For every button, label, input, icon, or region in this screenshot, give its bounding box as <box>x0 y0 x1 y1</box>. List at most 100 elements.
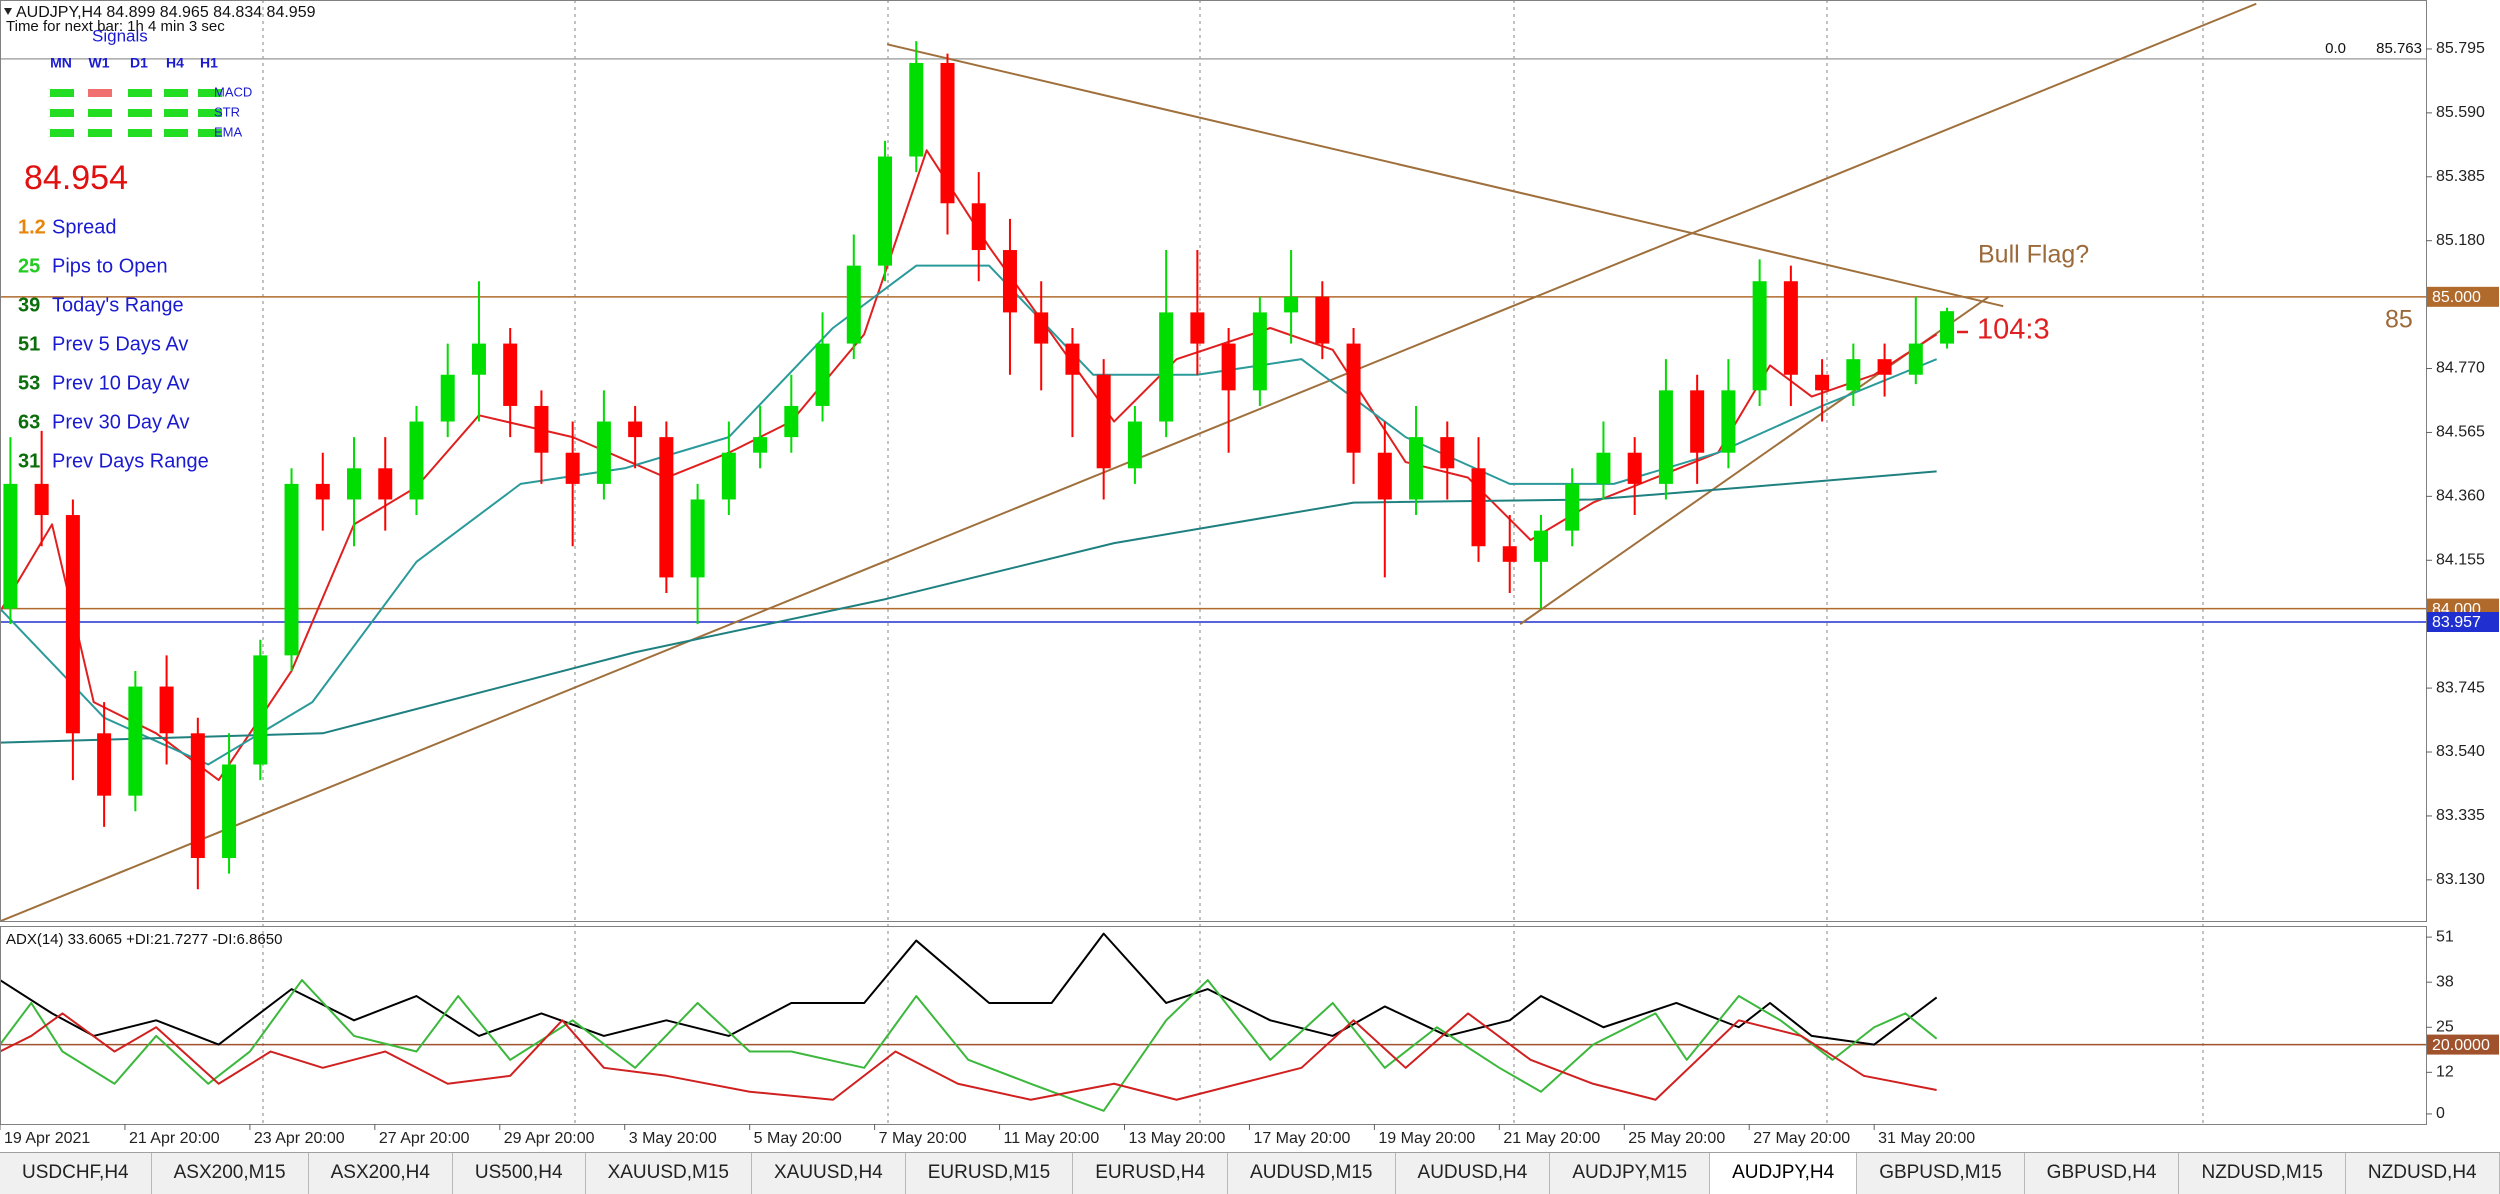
signal-box <box>164 129 188 137</box>
y-tick-label: 85.795 <box>2436 40 2485 57</box>
symbol-tab[interactable]: NZDUSD,M15 <box>2179 1153 2346 1194</box>
signal-column: D1 <box>130 55 148 71</box>
level-label-box <box>2427 286 2499 307</box>
symbol-tab[interactable]: ASX200,H4 <box>309 1153 453 1194</box>
annotation: 104:3 <box>1977 314 2050 346</box>
candle-body <box>1440 437 1455 469</box>
candle-body <box>3 483 18 609</box>
candle-body <box>440 374 455 422</box>
symbol-tab[interactable]: AUDUSD,H4 <box>1396 1153 1551 1194</box>
level-tag: 0.0 <box>2325 40 2346 57</box>
candle-body <box>1065 343 1080 375</box>
candle-body <box>471 343 486 375</box>
menu-arrow <box>4 8 12 15</box>
level-label-box <box>2427 1034 2499 1055</box>
symbol-tab[interactable]: EURUSD,M15 <box>906 1153 1074 1194</box>
chart: 85.795 85.590 85.385 85.180 84.770 84.565 84.3… <box>0 0 2499 1148</box>
stat-label: Prev Days Range <box>52 450 209 472</box>
candle-body <box>1034 312 1049 344</box>
signal-box <box>164 109 188 117</box>
x-tick-label: 27 Apr 20:00 <box>379 1130 470 1147</box>
candle-body <box>1596 452 1611 484</box>
signals-grid: MN W1 D1 H4 H1 MACD STR EMA <box>50 55 252 139</box>
plot-area <box>0 2 2426 921</box>
candle-body <box>1159 312 1174 422</box>
symbol-tab[interactable]: GBPUSD,H4 <box>2025 1153 2180 1194</box>
x-tick-label: 5 May 20:00 <box>754 1130 842 1147</box>
y-tick-label: 38 <box>2436 973 2454 990</box>
x-tick-label: 21 Apr 20:00 <box>129 1130 220 1147</box>
stat-label: Prev 30 Day Av <box>52 411 189 433</box>
candle-body <box>1908 343 1923 375</box>
signal-box <box>128 129 152 137</box>
y-tick-label: 85.385 <box>2436 168 2485 185</box>
stat-value: 51 <box>18 333 40 355</box>
indicator-line <box>0 932 1938 1046</box>
stat-value: 53 <box>18 372 40 394</box>
panel: 85.795 85.590 85.385 85.180 84.770 84.565 84.3… <box>0 0 2499 922</box>
symbol-tab[interactable]: AUDJPY,H4 <box>1710 1153 1858 1194</box>
signal-box <box>50 129 74 137</box>
symbol-tab[interactable]: GBPUSD,M15 <box>1857 1153 2025 1194</box>
candle-body <box>1627 452 1642 484</box>
x-tick-label: 3 May 20:00 <box>629 1130 717 1147</box>
symbol-tab[interactable]: EURUSD,H4 <box>1073 1153 1229 1194</box>
x-tick-label: 27 May 20:00 <box>1753 1130 1850 1147</box>
candle-body <box>1190 312 1205 344</box>
candle-body <box>378 468 393 500</box>
signal-box <box>88 89 112 97</box>
x-tick-label: 7 May 20:00 <box>879 1130 967 1147</box>
candle-body <box>97 733 112 796</box>
candle-body <box>753 437 768 453</box>
candle-body <box>1502 546 1517 562</box>
candle-body <box>1565 483 1580 531</box>
y-tick-label: 85.590 <box>2436 104 2485 121</box>
y-tick-label: 0 <box>2436 1105 2445 1122</box>
y-tick-label: 51 <box>2436 928 2454 945</box>
symbol-tab[interactable]: NZDUSD,H4 <box>2346 1153 2500 1194</box>
candle-body <box>940 62 955 204</box>
y-tick-label: 12 <box>2436 1064 2454 1081</box>
symbol-tab[interactable]: XAUUSD,M15 <box>586 1153 752 1194</box>
signal-box <box>88 109 112 117</box>
candle-body <box>690 499 705 578</box>
candle-body <box>534 405 549 453</box>
candle-body <box>815 343 830 406</box>
signals-title: Signals <box>92 26 148 45</box>
level-label: 20.0000 <box>2432 1037 2490 1054</box>
x-tick-label: 19 May 20:00 <box>1378 1130 1475 1147</box>
candle-body <box>1783 281 1798 375</box>
trend-line <box>886 43 2004 308</box>
annotations: Bull Flag? 104:3 85 <box>1957 241 2413 346</box>
symbol-tab[interactable]: US500,H4 <box>453 1153 586 1194</box>
candle-body <box>253 655 268 765</box>
panel-frame <box>0 0 2427 922</box>
candle-body <box>1096 374 1111 469</box>
stat-value: 31 <box>18 450 40 472</box>
symbol-tab[interactable]: AUDUSD,M15 <box>1228 1153 1396 1194</box>
candle-body <box>1690 390 1705 453</box>
candle-body <box>784 405 799 438</box>
symbol-tab[interactable]: ASX200,M15 <box>152 1153 309 1194</box>
symbol-tab[interactable]: AUDJPY,M15 <box>1550 1153 1711 1194</box>
y-tick-label: 84.155 <box>2436 551 2485 568</box>
candle-body <box>1252 312 1267 391</box>
candle-body <box>1221 343 1236 391</box>
symbol-tab[interactable]: XAUUSD,H4 <box>752 1153 906 1194</box>
candle-body <box>1846 359 1861 391</box>
signal-row-label: EMA <box>214 124 243 139</box>
candle-body <box>284 483 299 656</box>
stat-value: 39 <box>18 294 40 316</box>
x-tick-label: 17 May 20:00 <box>1253 1130 1350 1147</box>
signal-column: W1 <box>89 55 110 71</box>
x-tick-label: 31 May 20:00 <box>1878 1130 1975 1147</box>
candle-body <box>1377 452 1392 500</box>
bar-timer: Time for next bar: 1h 4 min 3 sec <box>6 18 225 35</box>
header-text: AUDJPY,H4 84.899 84.965 84.834 84.959 <box>16 4 316 21</box>
stats: 1.2 Spread 25 Pips to Open 39 Today's Range 51… <box>18 216 209 472</box>
indicator-line <box>0 1012 1937 1101</box>
symbol-tab[interactable]: USDCHF,H4 <box>0 1153 152 1194</box>
candle-body <box>1002 250 1017 313</box>
candle-body <box>315 483 330 500</box>
